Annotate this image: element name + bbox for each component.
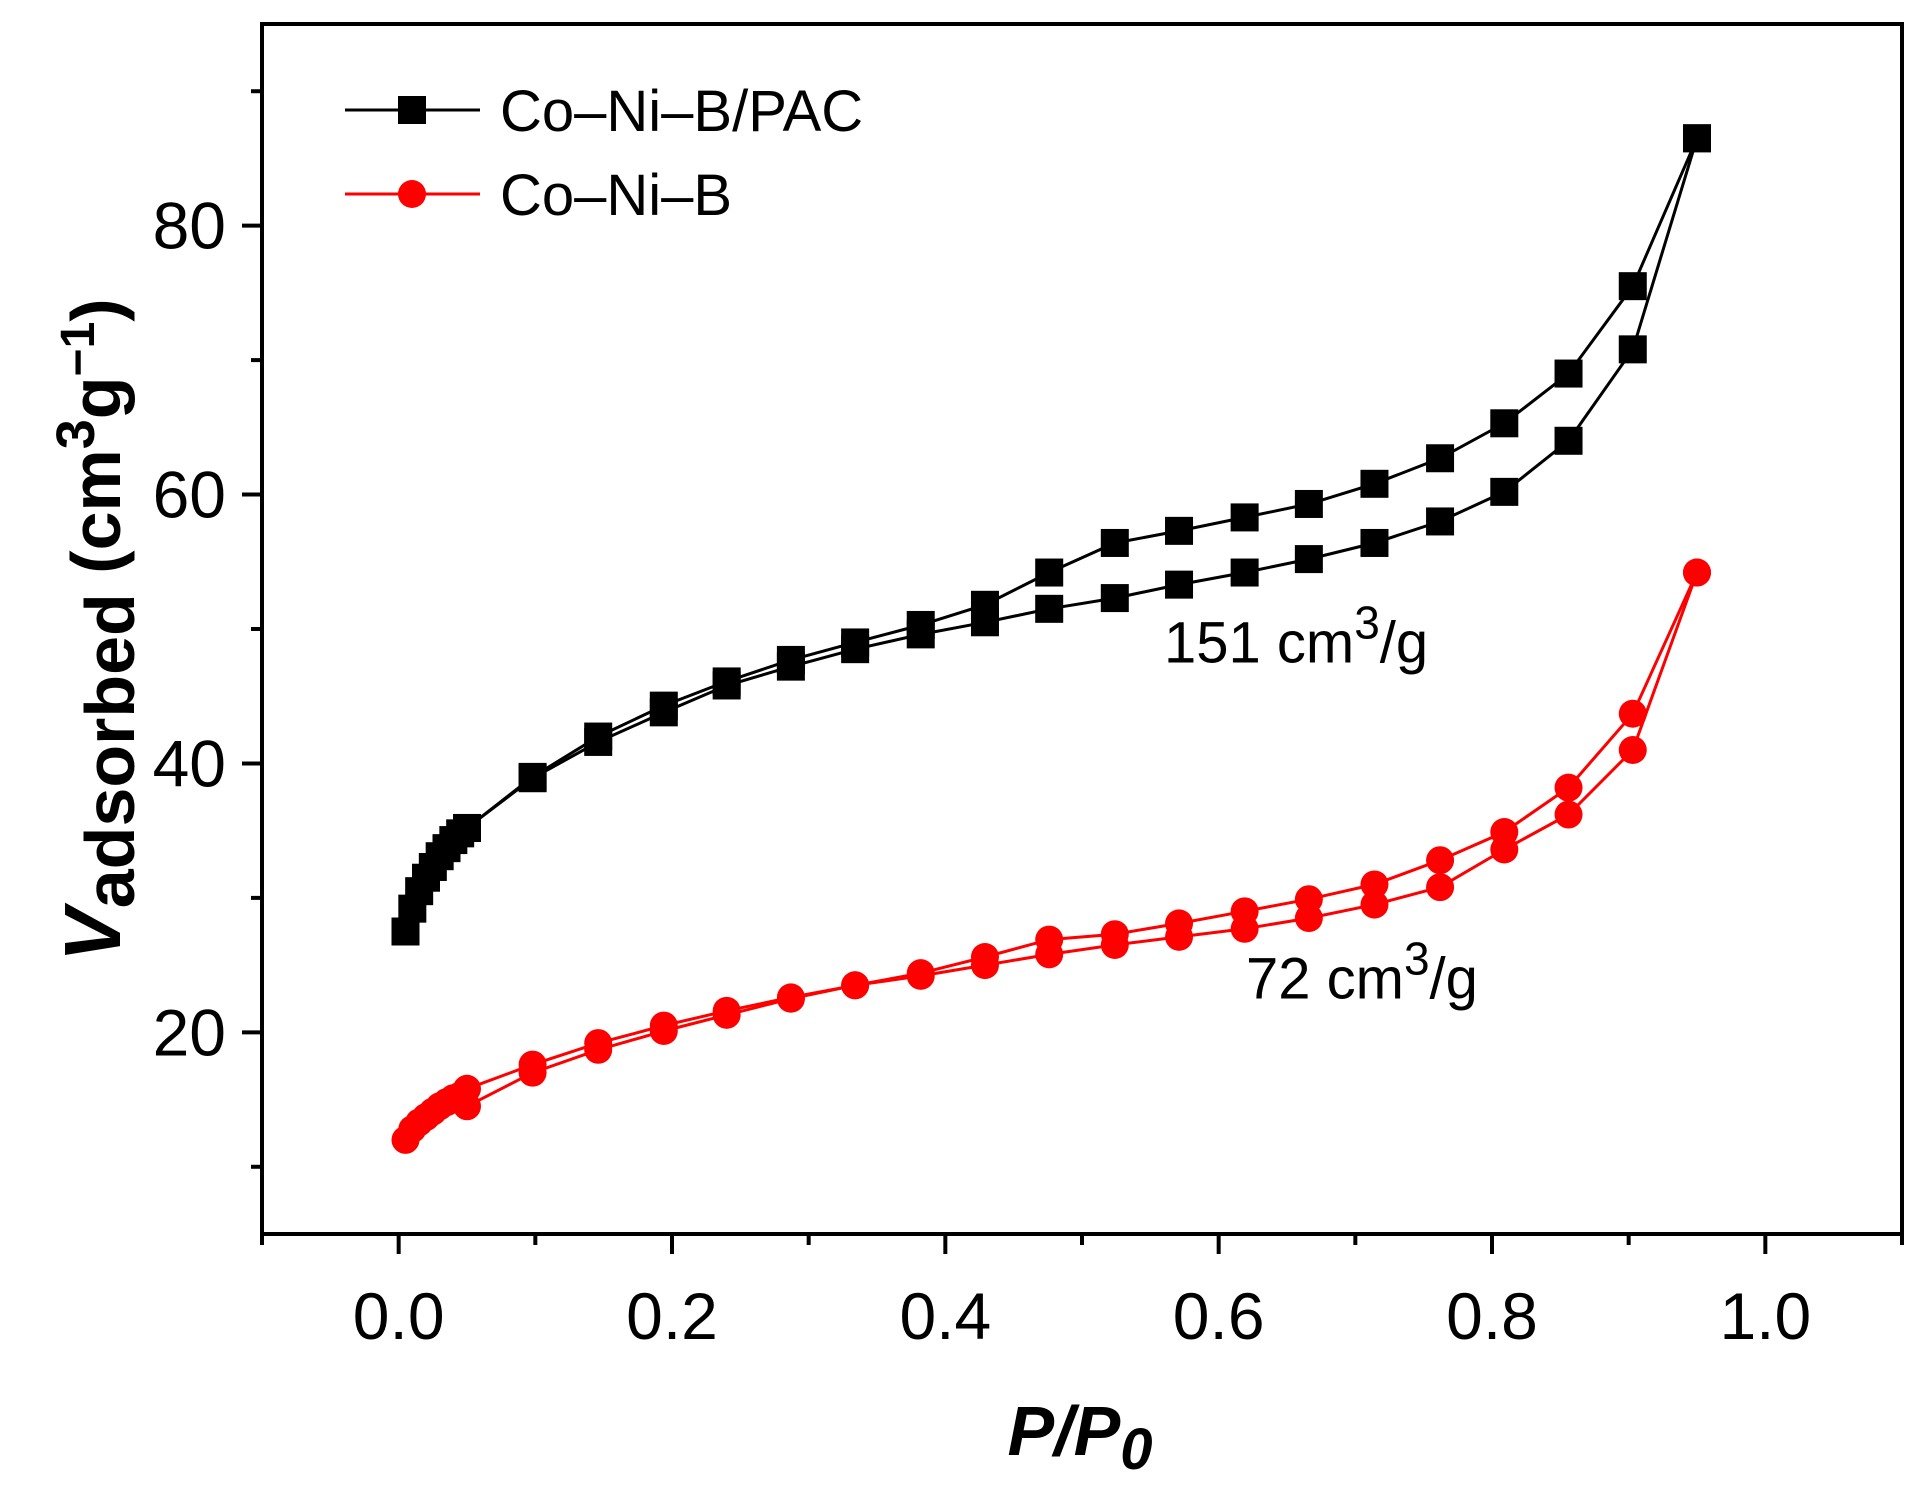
x-tick-label: 0.8 [1446,1279,1538,1353]
desorption-point [1490,409,1519,438]
desorption-point [1490,818,1519,847]
x-tick-label: 0.2 [626,1279,718,1353]
desorption-point [1230,503,1259,532]
desorption-point [1165,909,1194,938]
legend: Co–Ni–B/PAC Co–Ni–B [345,79,863,228]
series-co-ni-b [391,558,1711,1154]
desorption-point [1035,925,1064,954]
desorption-point [1683,558,1711,587]
axis-ticks [242,89,1904,1254]
desorption-point [1165,516,1194,545]
desorption-point [1554,359,1583,388]
x-axis-title-main: P/P [1007,1392,1120,1470]
x-tick-label: 1.0 [1719,1279,1811,1353]
desorption-point [649,1011,678,1040]
adsorption-point [1490,477,1519,506]
y-axis-title-close: ) [57,298,135,321]
desorption-point [841,628,870,657]
desorption-point [584,1029,613,1058]
adsorption-point [1360,890,1389,919]
y-axis-title-sub: adsorbed [71,593,149,908]
adsorption-point [1294,545,1323,574]
adsorption-point [1035,594,1064,623]
desorption-point [1100,528,1129,557]
desorption-point [906,959,935,988]
legend-item: Co–Ni–B/PAC [345,79,863,144]
axis-tick-labels: 0.0 0.2 0.4 0.6 0.8 1.0 20 40 60 80 [153,189,1812,1353]
y-axis-title-main: V [48,903,137,962]
y-axis-title-sup2: −1 [52,322,105,377]
desorption-point [1230,897,1259,926]
y-tick-label: 80 [153,189,226,263]
adsorption-point [1360,528,1389,557]
desorption-point [906,610,935,639]
y-axis-title-unit: (cm [57,449,135,593]
desorption-point [518,1050,547,1079]
adsorption-point [1554,426,1583,455]
desorption-point [841,971,870,1000]
x-tick-label: 0.4 [899,1279,991,1353]
desorption-point [1294,489,1323,518]
desorption-point [1683,124,1711,153]
adsorption-point [1618,335,1647,364]
legend-marker [398,180,426,208]
series-annotation: 72 cm3/g [1246,933,1478,1012]
desorption-point [1426,444,1455,473]
desorption-point [1426,846,1455,875]
annotations: 151 cm3/g 72 cm3/g [1164,597,1478,1012]
y-tick-label: 20 [153,995,226,1069]
series-annotation: 151 cm3/g [1164,597,1428,676]
desorption-point [518,762,547,791]
legend-marker [398,96,426,124]
x-tick-label: 0.6 [1173,1279,1265,1353]
desorption-point [453,813,481,842]
y-axis-title-sup1: 3 [46,419,106,449]
adsorption-point [1554,800,1583,829]
desorption-point [1100,920,1129,949]
adsorption-point [1426,507,1455,536]
desorption-point [649,691,678,720]
desorption-point [970,943,999,972]
desorption-point [584,722,613,751]
adsorption-point [1618,736,1647,764]
desorption-point [453,1074,481,1103]
y-tick-label: 40 [153,726,226,800]
desorption-point [970,590,999,619]
desorption-point [776,645,805,674]
desorption-point [1618,272,1647,301]
desorption-point [776,983,805,1012]
desorption-point [1360,870,1389,899]
desorption-point [1554,773,1583,802]
adsorption-point [1230,558,1259,587]
desorption-point [712,667,741,696]
y-tick-label: 60 [153,458,226,532]
adsorption-point [1165,570,1194,599]
y-axis-title-unit2: g [57,376,135,419]
adsorption-line [404,137,1699,932]
adsorption-point [1100,584,1129,613]
legend-item: Co–Ni–B [345,163,732,228]
x-axis-title-sub: 0 [1120,1417,1152,1482]
desorption-point [1618,699,1647,728]
desorption-point [712,996,741,1025]
x-tick-label: 0.0 [353,1279,445,1353]
series-co-ni-b-pac [391,124,1711,946]
desorption-point [1035,558,1064,587]
legend-label: Co–Ni–B/PAC [500,79,863,144]
x-axis-title: P/P0 [1007,1392,1152,1482]
y-axis-title: Vadsorbed (cm3g−1) [46,298,149,961]
desorption-point [1294,885,1323,914]
legend-label: Co–Ni–B [500,163,732,228]
series-layer [391,124,1711,1154]
desorption-point [1360,469,1389,498]
adsorption-point [1426,873,1455,902]
